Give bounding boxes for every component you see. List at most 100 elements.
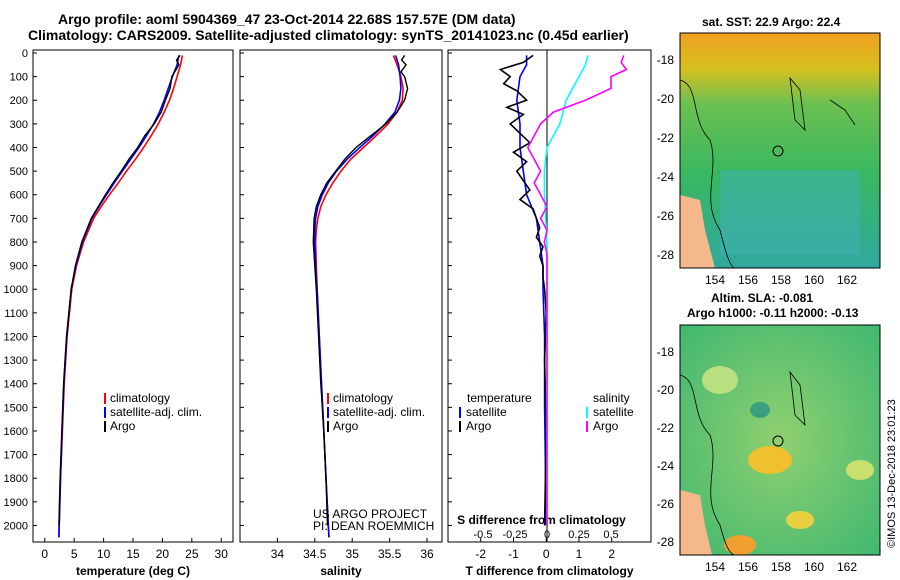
sla-map-subtitle: Argo h1000: -0.11 h2000: -0.13 xyxy=(687,306,859,320)
sst-map xyxy=(679,32,881,269)
depth-tick-label: 900 xyxy=(10,261,28,273)
legend-label: Argo xyxy=(110,419,136,433)
depth-tick-label: 200 xyxy=(10,95,28,107)
legend-label: Argo xyxy=(333,419,359,433)
map-lon-label: 154 xyxy=(705,273,725,287)
x-tick-label: 35 xyxy=(346,547,360,561)
depth-tick-label: 1400 xyxy=(4,379,28,391)
x-tick-label: 15 xyxy=(126,547,140,561)
imos-credit: ©IMOS 13-Dec-2018 23:01:23 xyxy=(886,399,898,548)
series-line-t-argo xyxy=(498,54,548,526)
top-tick-label: 0.5 xyxy=(603,529,618,541)
salinity-plot-frame xyxy=(239,49,443,543)
depth-tick-label: 600 xyxy=(10,190,28,202)
map-lon-label: 156 xyxy=(738,273,758,287)
x-tick-label: 1 xyxy=(576,547,583,561)
map-lat-label: -28 xyxy=(657,535,675,549)
x-tick-label: 34.5 xyxy=(303,547,327,561)
sla-map xyxy=(679,324,881,556)
map-lon-label: 154 xyxy=(705,560,725,574)
map-lat-label: -20 xyxy=(657,92,675,106)
depth-tick-label: 500 xyxy=(10,166,28,178)
top-tick-label: 0 xyxy=(544,529,550,541)
depth-tick-label: 400 xyxy=(10,142,28,154)
x-tick-label: 30 xyxy=(215,547,229,561)
pi-credit: PI: DEAN ROEMMICH xyxy=(313,519,435,533)
legend-label: Argo xyxy=(593,419,619,433)
x-tick-label: 5 xyxy=(71,547,78,561)
x-axis-label: temperature (deg C) xyxy=(76,564,190,578)
series-line-climatology xyxy=(58,55,184,538)
depth-tick-label: 1300 xyxy=(4,355,28,367)
legend-label: climatology xyxy=(110,391,170,405)
series-line-climatology xyxy=(314,55,404,538)
legend-label: climatology xyxy=(333,391,393,405)
temperature-plot-frame xyxy=(32,49,234,543)
map-lon-label: 162 xyxy=(837,273,857,287)
x-tick-label: 25 xyxy=(185,547,199,561)
x-axis-label: T difference from climatology xyxy=(465,564,633,578)
project-credit: US ARGO PROJECT xyxy=(313,507,428,521)
depth-tick-label: 100 xyxy=(10,72,28,84)
top-tick-label: -0.25 xyxy=(502,529,527,541)
map-lat-label: -18 xyxy=(657,53,675,67)
x-tick-label: 20 xyxy=(156,547,170,561)
depth-tick-label: 700 xyxy=(10,213,28,225)
series-line-argo xyxy=(58,54,181,526)
x-tick-label: 34 xyxy=(271,547,285,561)
legend-label: satellite-adj. clim. xyxy=(110,405,202,419)
x-tick-label: 36 xyxy=(420,547,434,561)
depth-tick-label: 1200 xyxy=(4,331,28,343)
legend-label: satellite xyxy=(593,405,634,419)
map-lon-label: 158 xyxy=(771,273,791,287)
depth-tick-label: 1800 xyxy=(4,473,28,485)
x-tick-label: 35.5 xyxy=(378,547,402,561)
map-lat-label: -26 xyxy=(657,497,675,511)
map-lat-label: -28 xyxy=(657,248,675,262)
map-lat-label: -24 xyxy=(657,170,675,184)
series-line-s-argo xyxy=(526,55,628,526)
x-tick-label: 2 xyxy=(608,547,615,561)
map-lat-label: -24 xyxy=(657,459,675,473)
figure-title-line1: Argo profile: aoml 5904369_47 23-Oct-201… xyxy=(58,11,516,27)
figure-title-line2: Climatology: CARS2009. Satellite-adjuste… xyxy=(28,27,629,43)
series-line-s-satellite xyxy=(543,55,589,526)
top-tick-label: -0.5 xyxy=(474,529,493,541)
series-line-satellite-adj-clim- xyxy=(58,55,180,538)
legend-title-salinity: salinity xyxy=(593,391,630,405)
depth-tick-label: 300 xyxy=(10,119,28,131)
series-line-argo xyxy=(312,55,409,526)
legend-label: satellite-adj. clim. xyxy=(333,405,425,419)
x-tick-label: 10 xyxy=(97,547,111,561)
sla-map-title: Altim. SLA: -0.081 xyxy=(711,291,814,305)
x-axis-label: salinity xyxy=(320,564,362,578)
map-lon-label: 162 xyxy=(837,560,857,574)
legend-label: Argo xyxy=(466,419,492,433)
map-lat-label: -18 xyxy=(657,345,675,359)
map-lon-label: 158 xyxy=(771,560,791,574)
map-lat-label: -22 xyxy=(657,131,675,145)
depth-tick-label: 1900 xyxy=(4,497,28,509)
x-tick-label: 0 xyxy=(543,547,550,561)
top-tick-label: 0.25 xyxy=(568,529,589,541)
depth-tick-label: 1700 xyxy=(4,450,28,462)
depth-tick-label: 1500 xyxy=(4,402,28,414)
depth-tick-label: 0 xyxy=(22,48,28,60)
sst-map-title: sat. SST: 22.9 Argo: 22.4 xyxy=(702,15,841,29)
depth-tick-label: 2000 xyxy=(4,520,28,532)
map-lat-label: -22 xyxy=(657,421,675,435)
legend-label: satellite xyxy=(466,405,507,419)
map-lon-label: 160 xyxy=(804,560,824,574)
difference-plot-frame xyxy=(447,49,652,543)
x-tick-label: -2 xyxy=(475,547,486,561)
depth-tick-label: 800 xyxy=(10,237,28,249)
legend-title-temperature: temperature xyxy=(467,391,532,405)
x-tick-label: -1 xyxy=(508,547,519,561)
map-lat-label: -26 xyxy=(657,209,675,223)
depth-tick-label: 1000 xyxy=(4,284,28,296)
map-lat-label: -20 xyxy=(657,383,675,397)
series-line-t-satellite xyxy=(515,55,547,526)
map-lon-label: 156 xyxy=(738,560,758,574)
depth-tick-label: 1100 xyxy=(4,308,28,320)
